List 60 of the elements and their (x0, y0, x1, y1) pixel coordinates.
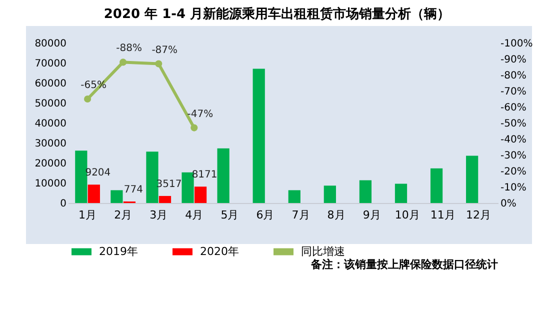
bar (110, 190, 123, 203)
y2-tick-label: -70% (500, 86, 526, 98)
x-tick-label: 4月 (185, 208, 204, 222)
bar (158, 196, 172, 203)
bar (88, 184, 100, 203)
bar (146, 152, 158, 203)
bar (252, 68, 265, 203)
bar (194, 186, 207, 203)
y-tick-label: 10000 (34, 178, 66, 190)
y2-tick-label: 0% (500, 198, 516, 210)
y-tick-label: 80000 (34, 38, 66, 50)
x-tick-label: 2月 (114, 208, 132, 222)
y2-tick-label: -20% (500, 166, 526, 178)
bar (324, 186, 336, 203)
bar (466, 156, 478, 203)
y-tick-label: 0 (60, 198, 66, 210)
x-tick-label: 10月 (394, 208, 420, 222)
x-tick-label: 7月 (292, 208, 310, 222)
bar (75, 150, 88, 203)
x-tick-label: 3月 (150, 208, 168, 222)
legend-label: 2019年 (99, 244, 138, 258)
bar (217, 148, 230, 203)
bar (359, 180, 372, 203)
x-tick-label: 6月 (256, 208, 274, 222)
y2-tick-label: -80% (500, 70, 526, 82)
point (84, 95, 92, 103)
bar (430, 168, 443, 203)
point (120, 58, 127, 66)
data-label: -87% (152, 44, 178, 56)
y-tick-label: 60000 (34, 78, 66, 90)
x-tick-label: 8月 (327, 208, 346, 222)
data-label: -88% (116, 43, 142, 54)
y-tick-label: 20000 (34, 158, 66, 170)
x-tick-label: 9月 (362, 208, 381, 222)
bar (394, 184, 408, 203)
y2-tick-label: -40% (500, 134, 526, 146)
bar (288, 190, 300, 203)
x-tick-label: 1月 (78, 208, 97, 222)
point (190, 124, 198, 132)
y-tick-label: 30000 (34, 138, 66, 150)
data-label: 774 (124, 184, 144, 196)
legend-label: 2020年 (200, 244, 239, 258)
y2-tick-label: -60% (500, 102, 526, 114)
y2-tick-label: -100% (500, 38, 533, 50)
y2-tick-label: -50% (500, 118, 526, 130)
point (155, 60, 162, 68)
x-tick-label: 5月 (220, 208, 239, 222)
x-tick-label: 12月 (466, 208, 491, 222)
x-tick-label: 11月 (430, 208, 456, 222)
y-tick-label: 50000 (34, 98, 66, 110)
y2-tick-label: -30% (500, 150, 526, 162)
y2-tick-label: -90% (500, 54, 526, 66)
chart-title: 2020 年 1-4 月新能源乘用车出租租赁市场销量分析（辆） (102, 6, 452, 24)
bar (182, 172, 194, 203)
y2-tick-label: -10% (500, 182, 526, 194)
y-tick-label: 70000 (34, 58, 66, 70)
y-tick-label: 40000 (34, 118, 66, 130)
text: 备注：该销量按上牌保险数据口径统计 (310, 257, 498, 273)
legend-label: 同比增速 (301, 244, 345, 258)
data-label: -47% (187, 108, 214, 120)
